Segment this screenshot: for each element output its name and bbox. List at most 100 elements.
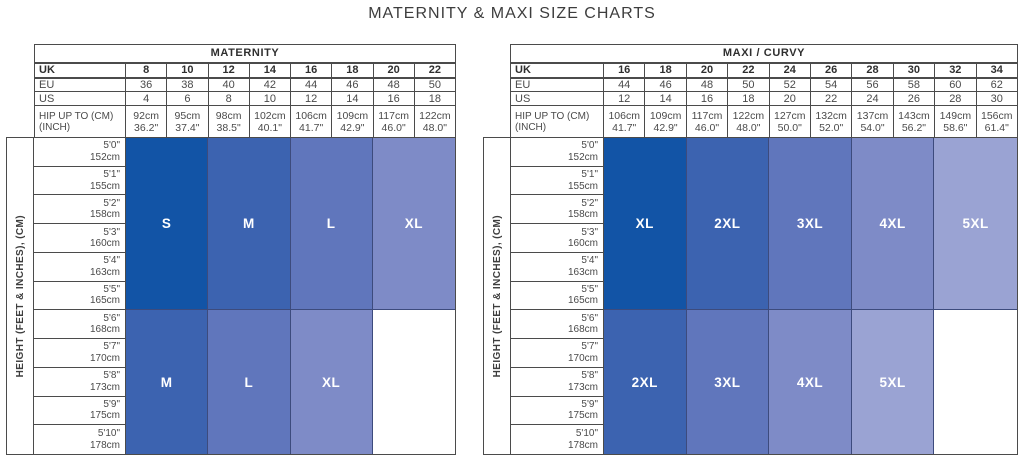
hip-value-cell: 122cm 48.0" bbox=[413, 105, 457, 138]
size-block: 3XL bbox=[686, 310, 770, 454]
hip-value-cell: 127cm 50.0" bbox=[768, 105, 811, 138]
eu-row: EU 44 46 48 50 52 54 56 58 60 62 bbox=[510, 77, 1019, 92]
size-block-label: M bbox=[243, 216, 255, 232]
height-feet-inches: 5'6" bbox=[103, 312, 120, 324]
size-block-label: 3XL bbox=[796, 216, 824, 232]
height-row-label: 5'6" 168cm bbox=[511, 310, 604, 340]
hip-cm-value: 132cm bbox=[815, 109, 847, 122]
eu-value-cell: 44 bbox=[289, 77, 333, 92]
hip-inch-value: 50.0" bbox=[777, 121, 802, 134]
size-block-label: 5XL bbox=[962, 216, 989, 232]
size-block-label: 4XL bbox=[879, 216, 906, 232]
us-label-cell: US bbox=[34, 91, 126, 106]
hip-cm-value: 122cm bbox=[732, 109, 765, 122]
height-feet-inches: 5'7" bbox=[581, 341, 598, 353]
hip-cm-value: 106cm bbox=[295, 109, 327, 122]
eu-value-cell: 58 bbox=[892, 77, 936, 92]
size-block-label: 5XL bbox=[879, 374, 906, 390]
uk-label-cell: UK bbox=[34, 62, 126, 79]
hip-cm-value: 92cm bbox=[133, 109, 159, 122]
us-row: US 12 14 16 18 20 22 24 26 28 30 bbox=[510, 91, 1019, 106]
eu-value-cell: 48 bbox=[685, 77, 729, 92]
hip-inch-value: 46.0" bbox=[694, 121, 720, 134]
height-cm: 168cm bbox=[89, 324, 120, 336]
us-value-cell: 28 bbox=[934, 91, 977, 106]
hip-label-line1: HIP UP TO (CM) bbox=[515, 110, 590, 122]
hip-cm-value: 109cm bbox=[649, 109, 682, 122]
hip-cm-value: 109cm bbox=[336, 109, 369, 122]
size-block-label: 4XL bbox=[796, 374, 824, 390]
height-size-grid: HEIGHT (FEET & INCHES), (CM) 5'0" 152cm 5'1… bbox=[6, 137, 456, 455]
hip-cm-value: 95cm bbox=[174, 109, 201, 122]
height-feet-inches: 5'1" bbox=[581, 169, 598, 181]
size-header-table: MAXI / CURVY UK 16 18 20 22 24 26 28 30 32 34 EU 44 46… bbox=[510, 44, 1019, 138]
height-row-label: 5'5" 165cm bbox=[511, 281, 604, 311]
us-value-cell: 12 bbox=[602, 91, 646, 106]
size-block: 5XL bbox=[934, 138, 1017, 311]
height-cm: 165cm bbox=[567, 295, 598, 307]
height-cm: 165cm bbox=[89, 295, 120, 307]
height-row-label: 5'9" 175cm bbox=[511, 396, 604, 426]
height-row-label: 5'0" 152cm bbox=[34, 138, 126, 167]
hip-value-cell: 149cm 58.6" bbox=[934, 105, 977, 138]
hip-value-cell: 106cm 41.7" bbox=[289, 105, 333, 138]
height-feet-inches: 5'7" bbox=[103, 341, 120, 353]
page-title: MATERNITY & MAXI SIZE CHARTS bbox=[368, 5, 656, 22]
hip-cm-value: 117cm bbox=[378, 109, 409, 122]
us-value-cell: 30 bbox=[975, 91, 1019, 106]
height-row-label: 5'8" 173cm bbox=[511, 367, 604, 397]
eu-value-cell: 52 bbox=[768, 77, 811, 92]
uk-value-cell: 28 bbox=[851, 62, 894, 79]
size-block-label: L bbox=[244, 374, 254, 390]
chart-title: MAXI / CURVY bbox=[510, 44, 1018, 64]
hip-label-line1: HIP UP TO (CM) bbox=[39, 110, 114, 122]
us-value-cell: 24 bbox=[851, 91, 894, 106]
uk-value-cell: 18 bbox=[331, 62, 374, 79]
eu-label-cell: EU bbox=[34, 77, 126, 92]
hip-row: HIP UP TO (CM) (INCH) 92cm 36.2" 95cm 37.4" 98… bbox=[34, 105, 457, 138]
hip-cm-value: 156cm bbox=[981, 109, 1013, 122]
height-cm: 152cm bbox=[89, 151, 120, 163]
us-value-cell: 10 bbox=[248, 91, 292, 106]
height-cm: 155cm bbox=[89, 180, 120, 192]
hip-label-line2: (INCH) bbox=[39, 121, 71, 133]
eu-value-cell: 62 bbox=[975, 77, 1019, 92]
height-feet-inches: 5'3" bbox=[103, 226, 120, 238]
height-cm: 160cm bbox=[567, 238, 598, 250]
height-feet-inches: 5'0" bbox=[581, 140, 598, 152]
hip-value-cell: 109cm 42.9" bbox=[331, 105, 374, 138]
size-block: XL bbox=[604, 138, 687, 311]
hip-cm-value: 106cm bbox=[608, 109, 640, 122]
height-row-label: 5'4" 163cm bbox=[34, 252, 126, 282]
us-value-cell: 22 bbox=[809, 91, 853, 106]
height-row-label: 5'2" 158cm bbox=[511, 195, 604, 225]
uk-row: UK 8 10 12 14 16 18 20 22 bbox=[34, 62, 457, 79]
hip-inch-value: 41.7" bbox=[612, 121, 637, 134]
maternity-chart: MATERNITY UK 8 10 12 14 16 18 20 22 EU 36 38 40 42 44 46… bbox=[6, 44, 457, 455]
us-row: US 4 6 8 10 12 14 16 18 bbox=[34, 91, 457, 106]
uk-label-cell: UK bbox=[510, 62, 604, 79]
height-feet-inches: 5'2" bbox=[103, 197, 120, 209]
height-cm: 158cm bbox=[567, 209, 598, 221]
size-block: M bbox=[126, 310, 209, 454]
us-value-cell: 14 bbox=[644, 91, 687, 106]
uk-value-cell: 12 bbox=[207, 62, 250, 79]
us-value-cell: 12 bbox=[289, 91, 333, 106]
hip-value-cell: 92cm 36.2" bbox=[124, 105, 168, 138]
size-block: L bbox=[290, 138, 373, 311]
height-axis-label: HEIGHT (FEET & INCHES), (CM) bbox=[14, 214, 26, 378]
height-row-label: 5'3" 160cm bbox=[511, 224, 604, 253]
height-row-label: 5'1" 155cm bbox=[511, 166, 604, 196]
hip-inch-value: 48.0" bbox=[736, 121, 761, 134]
uk-value-cell: 8 bbox=[124, 62, 168, 79]
height-axis-label: HEIGHT (FEET & INCHES), (CM) bbox=[491, 214, 503, 378]
hip-inch-value: 61.4" bbox=[984, 121, 1009, 134]
height-axis-label-cell: HEIGHT (FEET & INCHES), (CM) bbox=[7, 138, 34, 454]
hip-inch-value: 56.2" bbox=[901, 121, 927, 134]
height-cm: 155cm bbox=[567, 180, 598, 192]
size-header-table: MATERNITY UK 8 10 12 14 16 18 20 22 EU 36 38 40 42 44 46… bbox=[34, 44, 457, 138]
us-value-cell: 16 bbox=[685, 91, 729, 106]
height-row-label: 5'9" 175cm bbox=[34, 396, 126, 426]
hip-value-cell: 106cm 41.7" bbox=[602, 105, 646, 138]
